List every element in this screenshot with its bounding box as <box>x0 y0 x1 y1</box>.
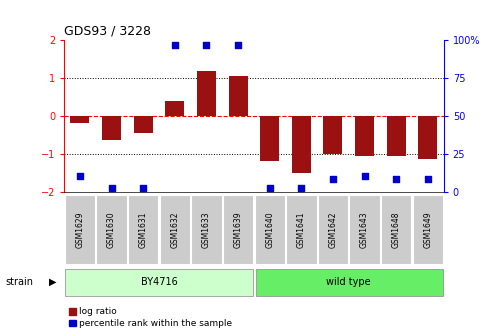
Text: GSM1629: GSM1629 <box>75 211 84 248</box>
Text: GSM1633: GSM1633 <box>202 211 211 248</box>
Bar <box>387 116 406 156</box>
Point <box>266 186 274 191</box>
Point <box>424 177 432 182</box>
Point <box>203 42 211 48</box>
Text: GSM1630: GSM1630 <box>107 211 116 248</box>
Text: GSM1643: GSM1643 <box>360 211 369 248</box>
Bar <box>229 76 247 116</box>
Bar <box>256 269 443 296</box>
Legend: log ratio, percentile rank within the sample: log ratio, percentile rank within the sa… <box>69 307 233 328</box>
Bar <box>381 195 412 264</box>
Bar <box>286 195 317 264</box>
Bar <box>197 71 216 116</box>
Bar <box>350 195 380 264</box>
Bar <box>128 195 158 264</box>
Bar <box>419 116 437 159</box>
Bar <box>413 195 443 264</box>
Text: GSM1642: GSM1642 <box>328 211 338 248</box>
Point <box>107 186 115 191</box>
Bar <box>191 195 222 264</box>
Text: strain: strain <box>5 277 33 287</box>
Text: GSM1649: GSM1649 <box>423 211 432 248</box>
Point <box>76 174 84 179</box>
Text: GSM1640: GSM1640 <box>265 211 274 248</box>
Bar <box>355 116 374 156</box>
Text: GDS93 / 3228: GDS93 / 3228 <box>64 25 151 38</box>
Point <box>171 42 179 48</box>
Point <box>329 177 337 182</box>
Text: GSM1641: GSM1641 <box>297 211 306 248</box>
Bar <box>223 195 253 264</box>
Bar <box>65 195 95 264</box>
Point <box>297 186 305 191</box>
Point <box>139 186 147 191</box>
Text: ▶: ▶ <box>49 277 57 287</box>
Text: GSM1648: GSM1648 <box>392 211 401 248</box>
Bar <box>134 116 153 133</box>
Bar <box>102 116 121 140</box>
Bar <box>318 195 348 264</box>
Point <box>234 42 242 48</box>
Text: BY4716: BY4716 <box>141 277 177 287</box>
Text: GSM1631: GSM1631 <box>139 211 148 248</box>
Text: wild type: wild type <box>326 277 371 287</box>
Bar <box>96 195 127 264</box>
Text: GSM1639: GSM1639 <box>234 211 243 248</box>
Bar <box>323 116 343 154</box>
Text: GSM1632: GSM1632 <box>170 211 179 248</box>
Bar <box>165 101 184 116</box>
Point <box>392 177 400 182</box>
Bar <box>70 116 89 124</box>
Point <box>361 174 369 179</box>
Bar <box>65 269 253 296</box>
Bar <box>160 195 190 264</box>
Bar <box>260 116 279 161</box>
Bar <box>254 195 285 264</box>
Bar <box>292 116 311 173</box>
